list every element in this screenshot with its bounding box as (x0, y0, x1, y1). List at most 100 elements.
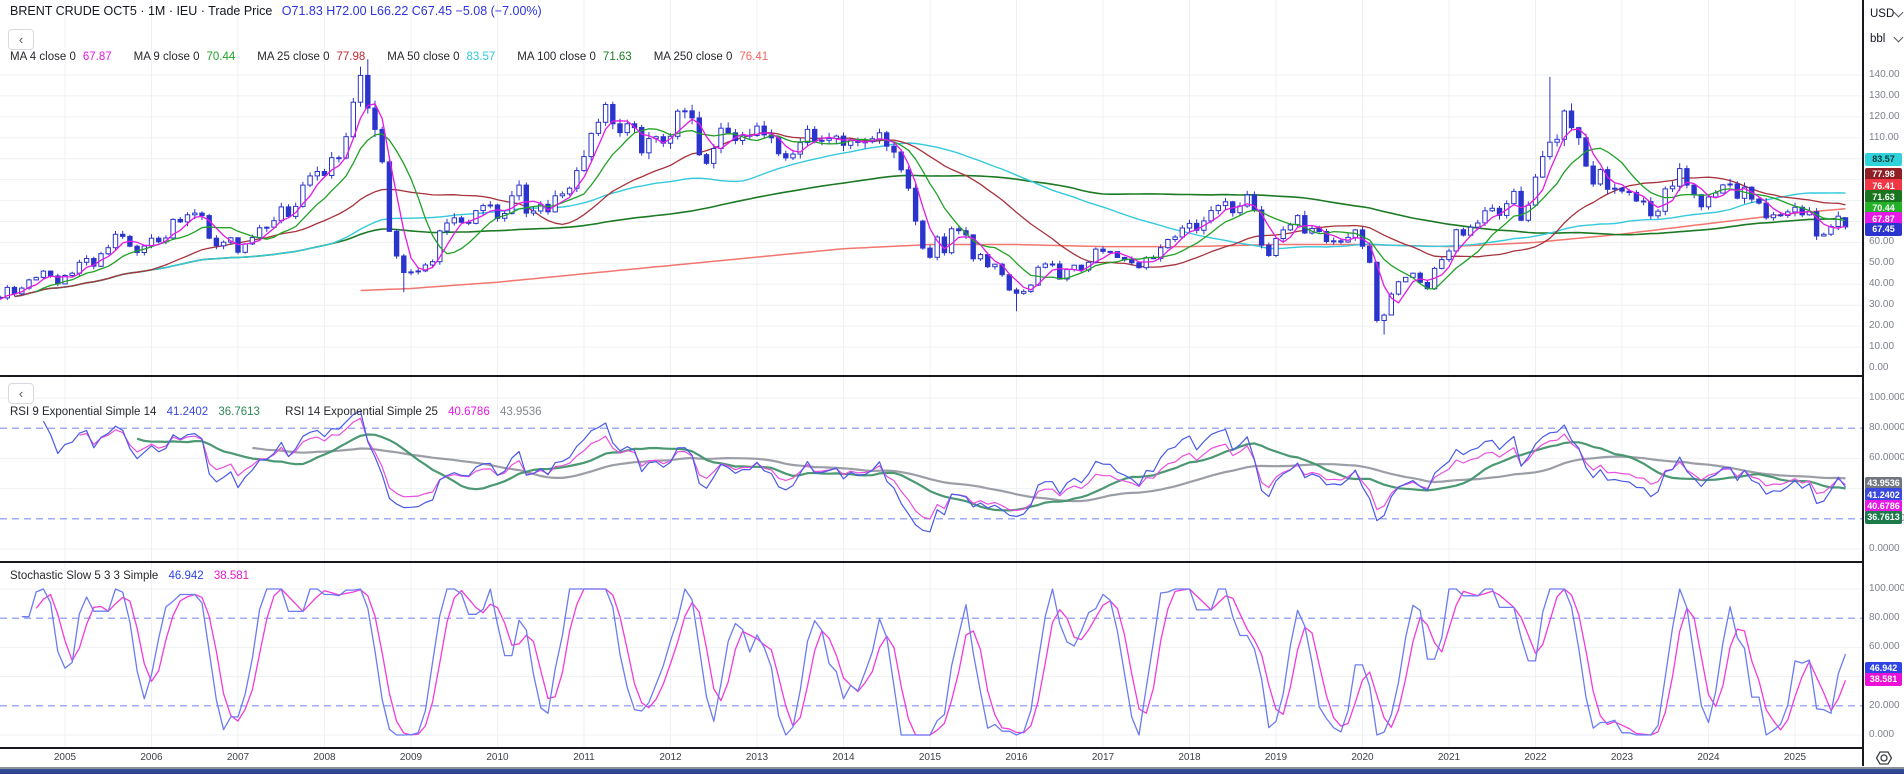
ma-legend: MA 4 close 0 67.87 MA 9 close 0 70.44 MA 25 … (10, 51, 790, 63)
year-label: 2023 (1610, 752, 1634, 763)
stoch-axis-label: 20.000 (1869, 699, 1900, 711)
price-axis-label: 40.00 (1869, 278, 1895, 290)
ma-legend-item[interactable]: MA 250 close 0 76.41 (654, 51, 768, 63)
chart-canvas[interactable] (0, 0, 1862, 767)
ma-legend-label: MA 50 close 0 (387, 51, 460, 63)
ma-legend-value: 83.57 (466, 51, 496, 63)
price-axis-label: 0.00 (1869, 362, 1889, 373)
stoch-study-label[interactable]: Stochastic Slow 5 3 3 Simple (10, 570, 159, 582)
rsi-axis-label: 100.0000 (1869, 392, 1904, 403)
chevron-down-icon (1893, 7, 1904, 18)
price-tag: 67.45 (1865, 222, 1902, 236)
price-tag: 67.87 (1865, 212, 1902, 225)
rsi-study-1-value-2: 36.7613 (218, 406, 260, 418)
currency-dropdown[interactable]: USD (1870, 7, 1904, 20)
price-tag: 76.41 (1865, 179, 1902, 192)
unit-dropdown[interactable]: bbl (1870, 32, 1904, 45)
rsi-axis-label: 60.0000 (1869, 452, 1904, 464)
price-axis-label: 50.00 (1869, 257, 1895, 269)
year-label: 2007 (226, 752, 250, 763)
year-label: 2015 (918, 752, 942, 763)
ma-legend-label: MA 250 close 0 (653, 51, 733, 63)
rsi-tag: 41.2402 (1865, 488, 1902, 501)
year-label: 2012 (659, 752, 682, 763)
rsi-axis-label: 80.0000 (1869, 422, 1904, 434)
ma-legend-label: MA 25 close 0 (257, 51, 330, 63)
rsi-study-2-label[interactable]: RSI 14 Exponential Simple 25 (285, 406, 438, 418)
price-axis-label: 140.00 (1869, 69, 1900, 80)
ma-legend-item[interactable]: MA 4 close 0 67.87 (10, 51, 112, 63)
rsi-axis-label: 0.0000 (1869, 543, 1900, 554)
price-tag: 83.57 (1865, 152, 1902, 166)
ma-legend-item[interactable]: MA 9 close 0 70.44 (134, 51, 236, 63)
price-tag: 77.98 (1865, 167, 1902, 181)
symbol-title[interactable]: BRENT CRUDE OCT5 · 1M · IEU · Trade Pric… (10, 4, 273, 18)
year-label: 2024 (1697, 752, 1720, 763)
ma-legend-item[interactable]: MA 100 close 0 71.63 (517, 51, 631, 63)
rsi-study-1-value-1: 41.2402 (166, 406, 209, 418)
price-tag: 71.63 (1865, 190, 1902, 203)
ma-legend-value: 67.87 (82, 51, 112, 63)
stoch-value-k: 46.942 (168, 570, 204, 582)
stoch-axis-label: 80.000 (1869, 612, 1900, 624)
ma-legend-item[interactable]: MA 25 close 0 77.98 (257, 51, 365, 63)
ma-legend-label: MA 9 close 0 (133, 51, 200, 63)
unit-label: bbl (1870, 33, 1886, 45)
rsi-tag: 43.9536 (1865, 476, 1902, 490)
year-label: 2005 (53, 752, 77, 763)
rsi-tag: 36.7613 (1865, 510, 1902, 524)
rsi-study-2-value-1: 40.6786 (448, 406, 490, 418)
year-label: 2022 (1524, 752, 1547, 763)
price-axis-label: 120.00 (1869, 110, 1900, 122)
ma-legend-label: MA 4 close 0 (10, 51, 76, 63)
stoch-study: Stochastic Slow 5 3 3 Simple 46.942 38.5… (10, 570, 249, 582)
year-label: 2018 (1178, 752, 1201, 763)
stoch-legend[interactable]: Stochastic Slow 5 3 3 Simple 46.942 38.5… (10, 570, 271, 582)
year-label: 2017 (1091, 752, 1115, 763)
year-label: 2021 (1437, 752, 1461, 763)
price-axis-label: 20.00 (1869, 320, 1895, 332)
year-label: 2014 (832, 752, 855, 763)
price-axis[interactable]: USD bbl 140.00 130.00 120.00 110.00 60.00 50.… (1864, 0, 1904, 766)
stoch-axis-label: 60.000 (1869, 641, 1900, 653)
ma-legend-value: 70.44 (206, 51, 236, 63)
collapse-main-panel-button[interactable]: ‹ (8, 29, 34, 50)
year-label: 2019 (1264, 752, 1288, 763)
ma-legend-item[interactable]: MA 50 close 0 83.57 (387, 51, 495, 63)
year-label: 2013 (745, 752, 769, 763)
axis-separator[interactable] (1862, 0, 1864, 766)
year-label: 2011 (573, 752, 595, 763)
ma-legend-label: MA 100 close 0 (517, 51, 596, 63)
year-label: 2006 (140, 752, 163, 763)
price-axis-label: 60.00 (1869, 236, 1895, 248)
symbol-header[interactable]: BRENT CRUDE OCT5 · 1M · IEU · Trade Pric… (10, 4, 542, 18)
stoch-value-d: 38.581 (213, 570, 250, 582)
panel-separator[interactable] (0, 561, 1904, 563)
ma-legend-value: 71.63 (602, 51, 632, 63)
ohlc-values: O71.83 H72.00 L66.22 C67.45 −5.08 (−7.00… (281, 4, 542, 18)
year-label: 2010 (486, 752, 509, 763)
panel-separator (0, 747, 1904, 749)
year-label: 2008 (313, 752, 336, 763)
currency-label: USD (1870, 8, 1895, 20)
ma-legend-value: 76.41 (739, 51, 769, 63)
rsi-legend[interactable]: RSI 9 Exponential Simple 14 41.2402 36.7… (10, 406, 564, 418)
price-axis-label: 30.00 (1869, 299, 1895, 311)
rsi-tag: 40.6786 (1865, 499, 1902, 513)
time-axis[interactable]: 2005 2006 2007 2008 2009 2010 2011 2012 2013 2014… (0, 749, 1862, 767)
price-axis-label: 10.00 (1869, 341, 1895, 353)
panel-separator[interactable] (0, 375, 1904, 377)
stoch-tag: 38.581 (1865, 672, 1902, 686)
settings-icon[interactable] (1874, 750, 1894, 766)
bottom-accent-bar (0, 767, 1904, 774)
rsi-study-1-label[interactable]: RSI 9 Exponential Simple 14 (10, 406, 157, 418)
year-label: 2025 (1783, 752, 1807, 763)
price-axis-label: 130.00 (1869, 89, 1900, 101)
rsi-study-2-value-2: 43.9536 (499, 406, 542, 418)
price-axis-label: 110.00 (1869, 131, 1899, 143)
year-label: 2020 (1351, 752, 1374, 763)
collapse-rsi-panel-button[interactable]: ‹ (8, 383, 34, 404)
stoch-axis-label: 100.000 (1869, 583, 1904, 594)
price-tag: 70.44 (1865, 201, 1902, 215)
